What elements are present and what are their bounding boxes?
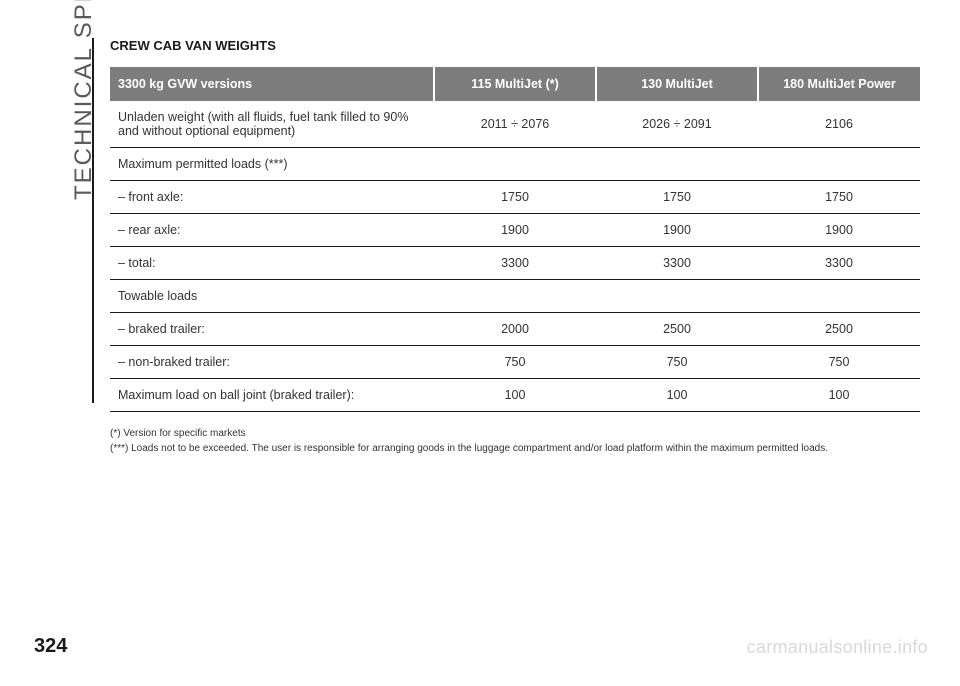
cell: – braked trailer:	[110, 313, 434, 346]
cell: 2011 ÷ 2076	[434, 101, 596, 148]
cell: Towable loads	[110, 280, 434, 313]
table-row: Maximum permitted loads (***)	[110, 148, 920, 181]
content-area: CREW CAB VAN WEIGHTS 3300 kg GVW version…	[110, 38, 920, 456]
cell	[434, 280, 596, 313]
table-row: Towable loads	[110, 280, 920, 313]
col-header: 3300 kg GVW versions	[110, 67, 434, 101]
footnote: (*) Version for specific markets	[110, 426, 920, 441]
cell: 3300	[434, 247, 596, 280]
table-row: – rear axle: 1900 1900 1900	[110, 214, 920, 247]
cell: 2000	[434, 313, 596, 346]
col-header: 180 MultiJet Power	[758, 67, 920, 101]
table-title: CREW CAB VAN WEIGHTS	[110, 38, 920, 53]
table-body: Unladen weight (with all fluids, fuel ta…	[110, 101, 920, 412]
col-header: 130 MultiJet	[596, 67, 758, 101]
cell	[758, 280, 920, 313]
cell	[596, 280, 758, 313]
cell: 2106	[758, 101, 920, 148]
footnotes: (*) Version for specific markets (***) L…	[110, 426, 920, 456]
cell: Unladen weight (with all fluids, fuel ta…	[110, 101, 434, 148]
table-header-row: 3300 kg GVW versions 115 MultiJet (*) 13…	[110, 67, 920, 101]
cell: 100	[434, 379, 596, 412]
cell: 100	[596, 379, 758, 412]
cell	[596, 148, 758, 181]
cell: – rear axle:	[110, 214, 434, 247]
table-row: Maximum load on ball joint (braked trail…	[110, 379, 920, 412]
cell: 1750	[596, 181, 758, 214]
cell: – non-braked trailer:	[110, 346, 434, 379]
cell: Maximum load on ball joint (braked trail…	[110, 379, 434, 412]
cell: 1900	[434, 214, 596, 247]
cell	[758, 148, 920, 181]
page-number: 324	[34, 635, 67, 658]
cell: 1750	[758, 181, 920, 214]
table-row: – total: 3300 3300 3300	[110, 247, 920, 280]
cell: 3300	[596, 247, 758, 280]
cell: 750	[758, 346, 920, 379]
cell: Maximum permitted loads (***)	[110, 148, 434, 181]
watermark-text: carmanualsonline.info	[747, 637, 928, 658]
table-row: Unladen weight (with all fluids, fuel ta…	[110, 101, 920, 148]
cell: 750	[596, 346, 758, 379]
cell: 100	[758, 379, 920, 412]
weights-table: 3300 kg GVW versions 115 MultiJet (*) 13…	[110, 67, 920, 412]
cell	[434, 148, 596, 181]
vertical-rule	[92, 38, 94, 403]
cell: 1900	[758, 214, 920, 247]
table-row: – front axle: 1750 1750 1750	[110, 181, 920, 214]
footnote: (***) Loads not to be exceeded. The user…	[110, 441, 920, 456]
col-header: 115 MultiJet (*)	[434, 67, 596, 101]
table-row: – braked trailer: 2000 2500 2500	[110, 313, 920, 346]
cell: – front axle:	[110, 181, 434, 214]
cell: 2026 ÷ 2091	[596, 101, 758, 148]
cell: 2500	[758, 313, 920, 346]
cell: 1750	[434, 181, 596, 214]
cell: 750	[434, 346, 596, 379]
cell: 1900	[596, 214, 758, 247]
cell: 2500	[596, 313, 758, 346]
cell: – total:	[110, 247, 434, 280]
cell: 3300	[758, 247, 920, 280]
table-row: – non-braked trailer: 750 750 750	[110, 346, 920, 379]
